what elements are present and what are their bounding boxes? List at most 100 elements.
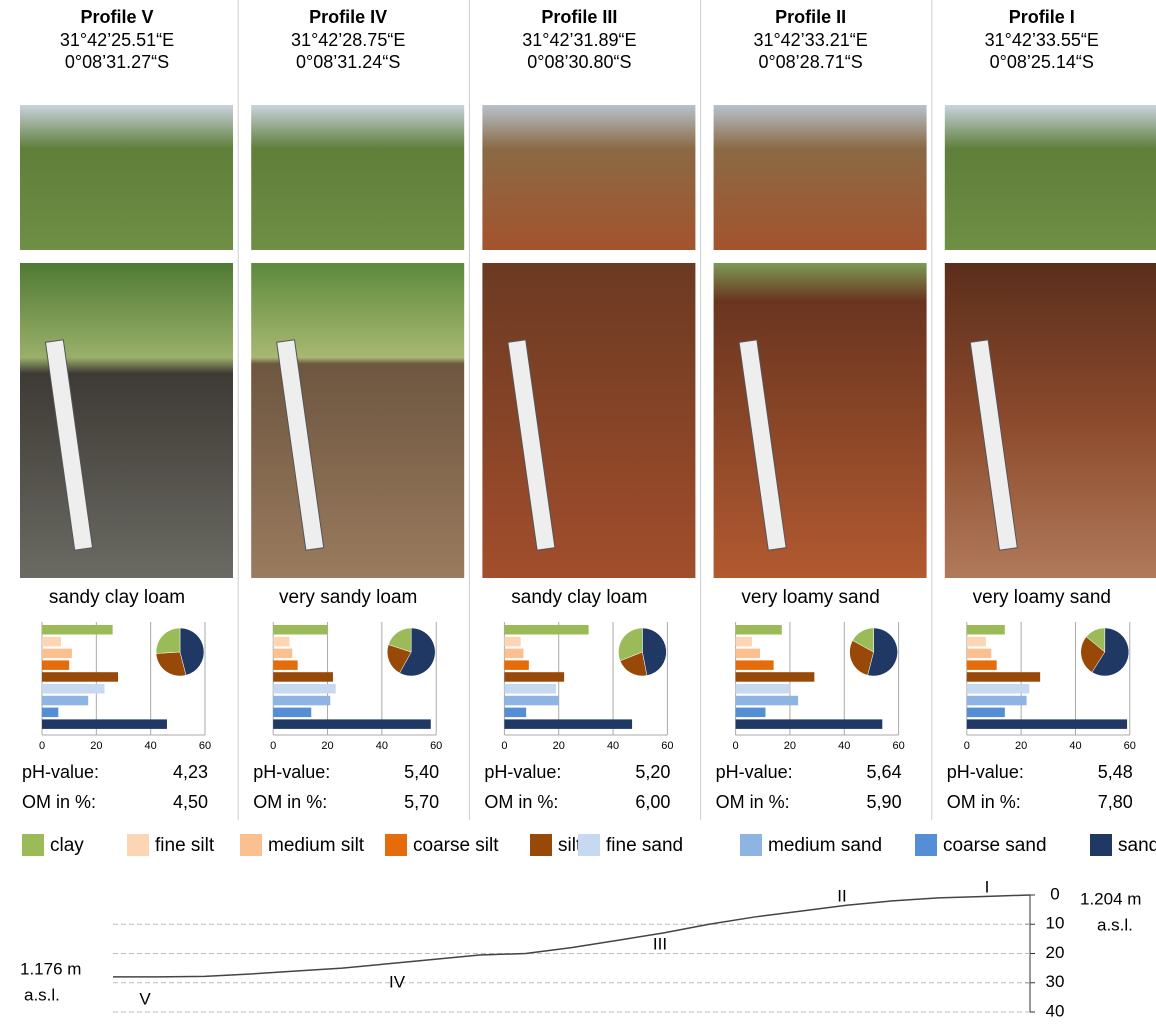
profile-title: Profile II (775, 7, 846, 27)
profile-marker: I (985, 877, 990, 896)
site-photo (20, 105, 233, 250)
pie-slice (618, 627, 643, 662)
om-label: OM in %: (716, 792, 790, 812)
bar (504, 625, 589, 635)
pie-slice (619, 651, 648, 677)
om-label: OM in %: (253, 792, 327, 812)
elevation-label: 1.204 m (1080, 889, 1141, 908)
x-tick-label: 20 (784, 740, 796, 752)
pie-slice (867, 627, 898, 677)
legend-swatch (530, 834, 552, 856)
bar (504, 695, 559, 706)
ph-value: 5,20 (635, 762, 670, 782)
om-value: 4,50 (173, 792, 208, 812)
profile-photo (944, 263, 1156, 578)
x-tick-label: 20 (553, 740, 565, 752)
profile-photo (251, 263, 465, 578)
ph-label: pH-value: (484, 762, 561, 782)
legend-label: clay (50, 835, 84, 856)
bar (504, 648, 524, 659)
bar (735, 660, 774, 670)
legend-swatch (385, 834, 407, 856)
soil-texture: very sandy loam (279, 587, 417, 608)
profile-photo (20, 263, 233, 578)
x-tick-label: 0 (964, 740, 970, 752)
site-photo (713, 105, 927, 250)
legend-label: sand (1118, 835, 1156, 856)
ph-value: 5,40 (404, 762, 439, 782)
profile-photo (713, 263, 927, 578)
elevation-unit: a.s.l. (24, 985, 60, 1004)
bar (42, 660, 70, 670)
pie-slice (155, 651, 187, 677)
pie-slice (1091, 627, 1130, 677)
profile-latitude: 0°08’31.24“S (296, 52, 400, 72)
bar (273, 707, 312, 718)
legend-swatch (127, 834, 149, 856)
x-tick-label: 20 (1015, 740, 1027, 752)
bar (42, 684, 105, 694)
om-label: OM in %: (484, 792, 558, 812)
bar (42, 625, 113, 635)
bar (966, 636, 986, 647)
profile-marker: IV (389, 972, 406, 991)
bar (42, 672, 119, 682)
profile-longitude: 31°42’28.75“E (291, 30, 405, 50)
bar (273, 625, 328, 635)
bar (504, 672, 565, 682)
bar (966, 648, 992, 659)
x-tick-label: 60 (199, 740, 211, 752)
site-photo (482, 105, 696, 250)
legend-label: coarse sand (943, 835, 1047, 856)
legend-label: silt (558, 835, 582, 856)
bar (735, 636, 752, 647)
pie-slice (1085, 627, 1106, 653)
legend-label: coarse silt (413, 835, 499, 856)
pie-slice (849, 640, 874, 676)
bar (735, 707, 766, 718)
bar (735, 625, 782, 635)
profile-title: Profile V (80, 7, 153, 27)
profile-longitude: 31°42’33.21“E (753, 30, 867, 50)
ph-label: pH-value: (716, 762, 793, 782)
soil-texture: very loamy sand (973, 587, 1111, 608)
legend-label: medium sand (768, 835, 882, 856)
om-value: 5,90 (867, 792, 902, 812)
om-label: OM in %: (947, 792, 1021, 812)
legend-swatch (240, 834, 262, 856)
bar (42, 648, 72, 659)
profile-photo (482, 263, 696, 578)
bar (273, 684, 336, 694)
x-tick-label: 20 (90, 740, 102, 752)
x-tick-label: 40 (607, 740, 619, 752)
legend-label: medium silt (268, 835, 365, 856)
bar (273, 695, 331, 706)
soil-texture: sandy clay loam (511, 587, 647, 608)
bar (966, 707, 1005, 718)
profile-longitude: 31°42’33.55“E (985, 30, 1099, 50)
soil-texture: very loamy sand (741, 587, 879, 608)
pie-slice (1080, 636, 1106, 673)
bar (273, 636, 290, 647)
x-tick-label: 40 (376, 740, 388, 752)
measuring-tape (738, 339, 787, 551)
profile-latitude: 0°08’31.27“S (65, 52, 169, 72)
x-tick-label: 40 (1069, 740, 1081, 752)
bar (42, 707, 59, 718)
measuring-tape (276, 339, 325, 551)
elevation-label: 1.176 m (20, 959, 81, 978)
x-tick-label: 40 (145, 740, 157, 752)
bar (966, 625, 1005, 635)
bar (504, 707, 527, 718)
bar (735, 684, 790, 694)
x-tick-label: 20 (321, 740, 333, 752)
bar (504, 636, 521, 647)
bar (735, 719, 883, 729)
profile-title: Profile IV (309, 7, 387, 27)
bar (42, 719, 167, 729)
pie-slice (386, 644, 412, 674)
profile-latitude: 0°08’25.14“S (990, 52, 1094, 72)
ph-value: 5,48 (1098, 762, 1133, 782)
om-value: 5,70 (404, 792, 439, 812)
